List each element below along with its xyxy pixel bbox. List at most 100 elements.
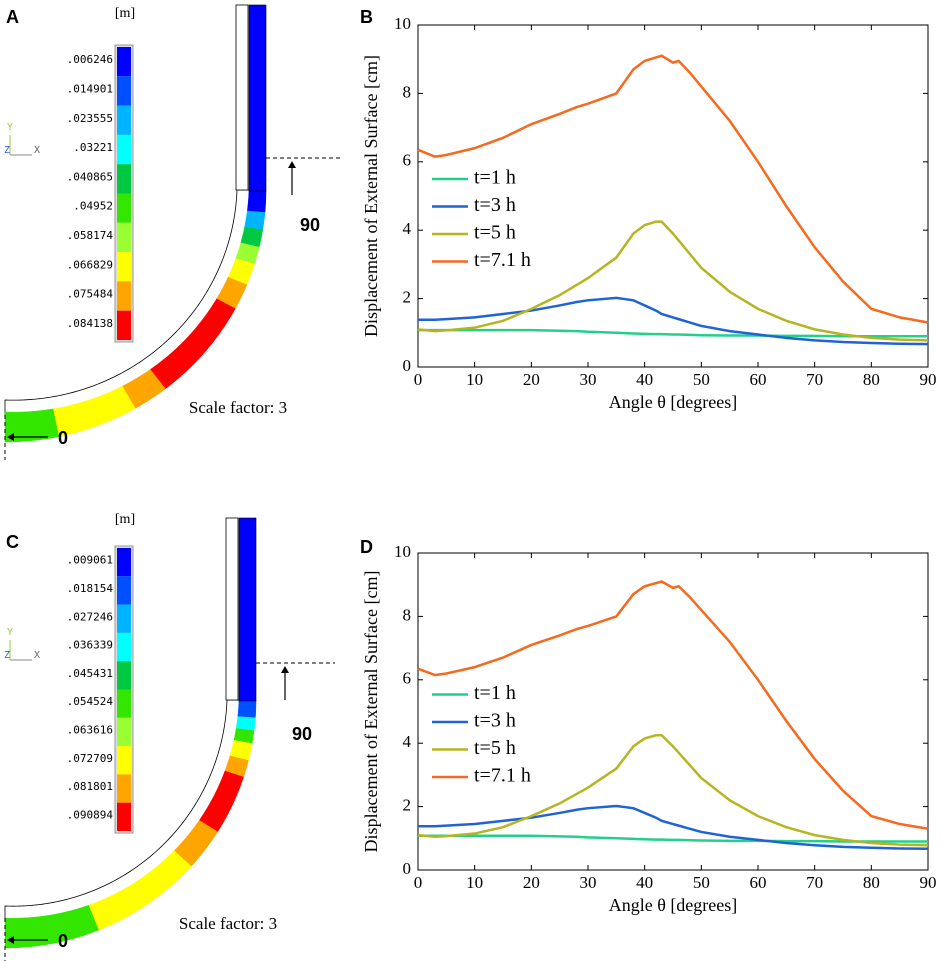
triad-label: Y <box>7 122 13 133</box>
legend-swatch <box>117 310 131 340</box>
legend-label: t=5 h <box>474 222 516 244</box>
legend-swatch <box>117 281 131 311</box>
legend-label: t=7.1 h <box>474 765 531 787</box>
x-tick-label: 90 <box>920 370 937 389</box>
angle-label: 0 <box>58 428 68 448</box>
series-line <box>417 580 929 831</box>
plot-frame <box>417 552 929 871</box>
y-tick-label: 10 <box>394 14 411 33</box>
y-tick-label: 8 <box>403 82 412 101</box>
legend-value: .023555 <box>67 112 113 125</box>
legend-value: .084138 <box>67 317 113 330</box>
panel-label: C <box>6 532 19 552</box>
x-tick-label: 40 <box>636 370 653 389</box>
x-tick-label: 70 <box>806 873 823 892</box>
triad-label: Z <box>4 650 10 661</box>
y-tick-label: 8 <box>403 605 412 624</box>
series-line <box>418 834 928 843</box>
legend-swatch <box>117 105 131 135</box>
triad-label: Y <box>7 627 13 638</box>
legend-value: .03221 <box>73 141 113 154</box>
y-tick-label: 6 <box>403 151 412 170</box>
contour-sector <box>244 210 266 230</box>
x-tick-label: 10 <box>466 370 483 389</box>
x-tick-label: 30 <box>580 873 597 892</box>
legend-label: t=3 h <box>474 710 516 732</box>
plot-frame <box>417 24 929 368</box>
triad-label: Z <box>4 145 10 156</box>
panel-label: D <box>360 537 373 557</box>
y-axis-label: Displacement of External Surface [cm] <box>361 55 381 337</box>
legend-swatch <box>117 76 131 106</box>
y-tick-label: 0 <box>403 356 412 375</box>
series-line <box>417 54 929 324</box>
y-tick-label: 2 <box>403 288 412 307</box>
legend-value: .018154 <box>67 582 114 595</box>
legend-swatch <box>117 632 131 662</box>
marker-arrowhead <box>281 666 289 673</box>
legend-swatch <box>117 576 131 605</box>
legend-value: .006246 <box>67 53 113 66</box>
series-line <box>418 296 929 346</box>
series-line <box>418 804 929 851</box>
y-tick-label: 10 <box>394 542 411 561</box>
contour-column <box>248 4 267 192</box>
legend-value: .027246 <box>67 610 113 623</box>
legend-label: t=7.1 h <box>474 249 531 271</box>
x-tick-label: 0 <box>414 873 423 892</box>
marker-arrowhead <box>288 161 296 168</box>
legend-swatch <box>117 164 131 194</box>
triad-label: X <box>34 650 40 661</box>
legend-swatch <box>117 661 131 690</box>
legend-swatch <box>117 802 131 831</box>
legend-label: t=1 h <box>474 682 516 704</box>
undeformed-outline <box>225 517 239 701</box>
legend-value: .014901 <box>67 82 113 95</box>
legend-swatch <box>117 193 131 223</box>
legend-swatch <box>117 717 131 747</box>
contour-sector <box>237 699 257 718</box>
contour-column <box>238 517 257 702</box>
x-tick-label: 80 <box>863 873 880 892</box>
scale-factor: Scale factor: 3 <box>179 914 277 933</box>
series-line <box>418 328 928 338</box>
x-tick-label: 60 <box>750 873 767 892</box>
angle-label: 90 <box>300 215 320 235</box>
y-tick-label: 0 <box>403 859 412 878</box>
legend-label: t=1 h <box>474 167 516 189</box>
legend-swatch <box>117 774 131 803</box>
legend-value: .058174 <box>67 229 114 242</box>
panel-label: B <box>360 7 373 27</box>
x-tick-label: 90 <box>920 873 937 892</box>
legend-value: .009061 <box>67 554 113 567</box>
x-tick-label: 30 <box>580 370 597 389</box>
panel-label: A <box>6 7 19 27</box>
x-tick-label: 10 <box>466 873 483 892</box>
series-line <box>417 220 929 342</box>
x-tick-label: 40 <box>636 873 653 892</box>
legend-value: .063616 <box>67 724 113 737</box>
x-tick-label: 20 <box>523 370 540 389</box>
legend-swatch <box>117 252 131 282</box>
legend-swatch <box>117 746 131 775</box>
legend-value: .040865 <box>67 170 113 183</box>
legend-value: .081801 <box>67 780 113 793</box>
legend-value: .072709 <box>67 752 113 765</box>
contour-sector <box>247 189 267 213</box>
y-axis-label: Displacement of External Surface [cm] <box>361 571 381 853</box>
legend-label: t=3 h <box>474 194 516 216</box>
triad-label: X <box>34 145 40 156</box>
x-tick-label: 70 <box>806 370 823 389</box>
legend-value: .066829 <box>67 258 113 271</box>
scale-factor: Scale factor: 3 <box>189 398 287 417</box>
x-tick-label: 20 <box>523 873 540 892</box>
legend-value: .090894 <box>67 808 114 821</box>
x-tick-label: 60 <box>750 370 767 389</box>
legend-swatch <box>117 604 131 633</box>
legend-label: t=5 h <box>474 737 516 759</box>
legend-swatch <box>117 548 131 577</box>
angle-label: 90 <box>292 724 312 744</box>
undeformed-outline <box>235 4 249 191</box>
marker-arrowhead <box>7 936 14 944</box>
